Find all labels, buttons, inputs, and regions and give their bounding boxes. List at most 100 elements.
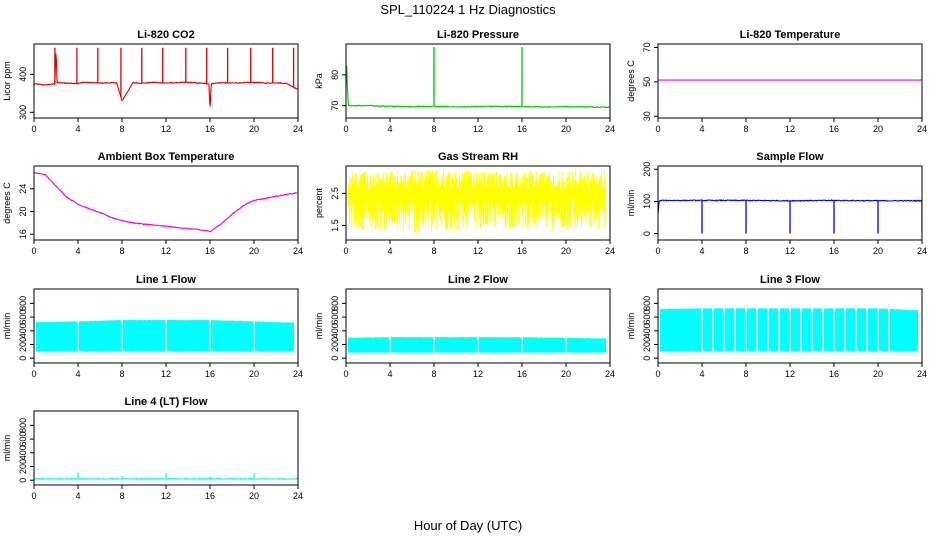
y-tick-label: 400	[642, 323, 652, 338]
panel-2: Li-820 Pressure kPa 0 4 8 12 16 20 24 70 80	[314, 29, 615, 134]
panel-title: Ambient Box Temperature	[98, 151, 235, 163]
x-tick-label: 24	[917, 124, 927, 134]
panel-title: Line 3 Flow	[760, 274, 820, 286]
panel-10: Line 4 (LT) Flow ml/min 0 4 8 12 16 20 24 0 200400…	[2, 396, 303, 501]
x-tick-label: 16	[517, 369, 527, 379]
plot-area	[659, 306, 919, 353]
x-tick-label: 16	[205, 369, 215, 379]
y-tick-label: 24	[18, 184, 28, 194]
x-tick-label: 4	[75, 246, 80, 256]
x-tick-label: 24	[293, 369, 303, 379]
x-tick-label: 16	[205, 246, 215, 256]
y-tick-label: 80	[330, 70, 340, 80]
x-tick-label: 8	[743, 246, 748, 256]
panel-8: Line 2 Flow ml/min 0 4 8 12 16 20 24 0 20040060080…	[314, 274, 615, 379]
x-tick-label: 20	[249, 369, 259, 379]
series-envelope	[347, 336, 607, 353]
figure-title: SPL_110224 1 Hz Diagnostics	[380, 2, 556, 17]
y-axis-label: ml/min	[2, 313, 12, 340]
x-tick-label: 16	[829, 124, 839, 134]
y-tick-label: 300	[18, 105, 28, 120]
panel-title: Gas Stream RH	[438, 151, 518, 163]
y-tick-label: 200	[642, 162, 652, 177]
series-envelope	[347, 169, 607, 234]
panel-9: Line 3 Flow ml/min 0 4 8 12 16 20 24 0 20040060080…	[626, 274, 927, 379]
x-tick-label: 8	[431, 246, 436, 256]
x-tick-label: 0	[655, 124, 660, 134]
x-tick-label: 20	[873, 369, 883, 379]
x-tick-label: 16	[829, 246, 839, 256]
y-tick-label: 0	[330, 356, 340, 361]
y-axis-label: percent	[314, 187, 324, 218]
x-tick-label: 16	[517, 246, 527, 256]
y-axis-label: kPa	[314, 73, 324, 89]
panel-6: Sample Flow ml/min 0 4 8 12 16 20 24 0 100 200	[626, 151, 927, 256]
y-tick-label: 600	[330, 310, 340, 325]
x-tick-label: 8	[743, 124, 748, 134]
x-tick-label: 24	[917, 369, 927, 379]
y-tick-label: 800	[330, 296, 340, 311]
x-tick-label: 24	[605, 369, 615, 379]
y-tick-label: 600	[18, 432, 28, 447]
x-tick-label: 12	[161, 124, 171, 134]
x-tick-label: 0	[31, 369, 36, 379]
y-tick-label: 0	[18, 478, 28, 483]
x-tick-label: 8	[119, 369, 124, 379]
x-tick-label: 24	[293, 491, 303, 501]
y-tick-label: 30	[642, 111, 652, 121]
panel-5: Gas Stream RH percent 0 4 8 12 16 20 24 1.5 2.5	[314, 151, 615, 256]
x-tick-label: 16	[205, 491, 215, 501]
x-tick-label: 20	[561, 124, 571, 134]
x-tick-label: 20	[249, 491, 259, 501]
plot-area	[34, 47, 298, 107]
y-tick-label: 1.5	[330, 219, 340, 232]
x-tick-label: 12	[473, 246, 483, 256]
x-tick-label: 12	[473, 369, 483, 379]
x-tick-label: 8	[431, 124, 436, 134]
series-envelope	[35, 319, 295, 352]
x-tick-label: 8	[431, 369, 436, 379]
y-tick-label: 50	[642, 77, 652, 87]
x-tick-label: 20	[873, 246, 883, 256]
x-tick-label: 8	[743, 369, 748, 379]
y-axis-label: ml/min	[626, 190, 636, 217]
y-axis-label: degrees C	[626, 60, 636, 102]
y-tick-label: 800	[18, 418, 28, 433]
x-tick-label: 4	[387, 124, 392, 134]
x-tick-label: 0	[343, 369, 348, 379]
x-tick-label: 0	[31, 246, 36, 256]
y-tick-label: 20	[18, 207, 28, 217]
x-tick-label: 12	[785, 246, 795, 256]
x-tick-label: 4	[387, 246, 392, 256]
x-tick-label: 12	[473, 124, 483, 134]
series-line	[34, 172, 298, 233]
x-tick-label: 24	[917, 246, 927, 256]
x-tick-label: 20	[873, 124, 883, 134]
y-axis-label: degrees C	[2, 182, 12, 224]
plot-area	[658, 199, 922, 234]
y-tick-label: 0	[18, 356, 28, 361]
x-tick-label: 4	[75, 369, 80, 379]
x-tick-label: 4	[699, 124, 704, 134]
x-tick-label: 12	[161, 246, 171, 256]
x-tick-label: 4	[699, 246, 704, 256]
y-axis-label: ml/min	[2, 435, 12, 462]
x-tick-label: 24	[293, 124, 303, 134]
x-tick-label: 0	[655, 369, 660, 379]
panel-title: Li-820 Temperature	[740, 29, 841, 41]
y-axis-label: ml/min	[626, 313, 636, 340]
plot-area	[346, 47, 610, 109]
panel-title: Li-820 CO2	[137, 29, 194, 41]
x-tick-label: 8	[119, 124, 124, 134]
panel-4: Ambient Box Temperature degrees C 0 4 8 12 16 2…	[2, 151, 303, 256]
plot-area	[34, 172, 298, 233]
plot-frame	[33, 43, 299, 119]
y-tick-label: 2.5	[330, 187, 340, 200]
plot-area	[347, 169, 607, 234]
series-envelope	[659, 308, 919, 352]
x-tick-label: 16	[517, 124, 527, 134]
plot-area	[35, 319, 295, 353]
y-tick-label: 400	[18, 445, 28, 460]
x-tick-label: 16	[205, 124, 215, 134]
y-tick-label: 400	[18, 323, 28, 338]
